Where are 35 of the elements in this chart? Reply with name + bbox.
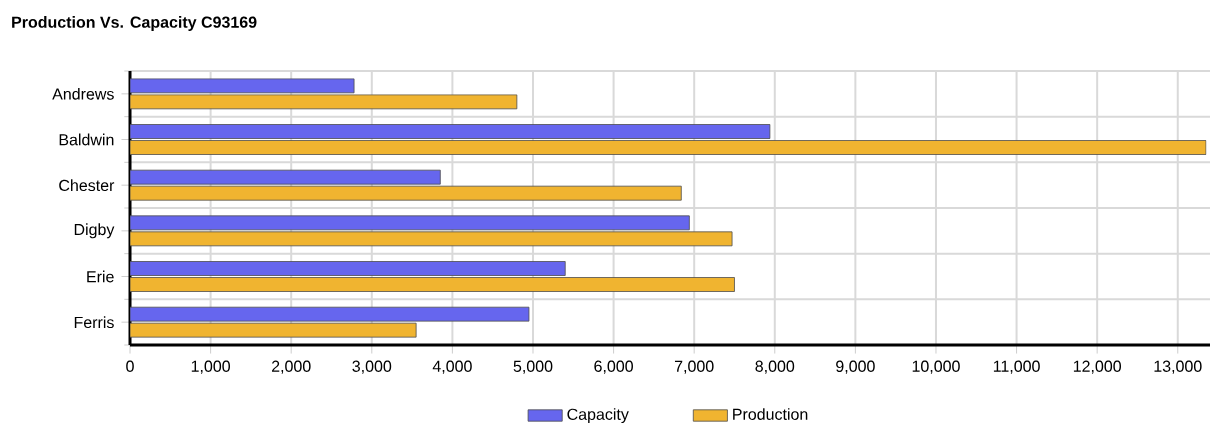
y-tick-label: Baldwin — [59, 133, 114, 146]
x-tick-label: 0 — [126, 360, 134, 372]
x-tick-label: 9,000 — [836, 360, 875, 374]
bar — [130, 215, 690, 231]
x-tick-label: 6,000 — [594, 360, 633, 374]
x-tick-label: 5,000 — [513, 360, 553, 374]
y-tick-label: Chester — [59, 179, 115, 192]
y-tick-label: Andrews — [52, 87, 114, 100]
chart-title: Production Vs. Capacity C93169 — [12, 16, 257, 31]
x-tick-label: 3,000 — [352, 360, 392, 374]
bar — [130, 185, 682, 201]
bar — [130, 231, 733, 247]
y-tick-label: Digby — [74, 223, 115, 239]
y-tick-label: Erie — [87, 270, 114, 283]
x-tick-label: 13,000 — [1154, 360, 1202, 374]
legend-label: Capacity — [567, 408, 629, 424]
bar — [130, 94, 518, 110]
x-tick-label: 2,000 — [272, 360, 311, 374]
bar — [130, 124, 771, 139]
x-tick-label: 4,000 — [432, 360, 472, 374]
bar — [130, 169, 441, 185]
x-tick-label: 12,000 — [1073, 360, 1122, 374]
x-tick-label: 1,000 — [191, 360, 230, 374]
bar — [130, 261, 566, 276]
bar — [130, 140, 1207, 155]
legend-label: Production — [733, 408, 808, 420]
bar — [130, 78, 355, 94]
x-tick-label: 7,000 — [674, 360, 714, 374]
bar — [130, 277, 735, 292]
x-tick-label: 10,000 — [912, 360, 960, 374]
bar — [130, 322, 417, 338]
x-tick-label: 8,000 — [755, 360, 795, 374]
x-tick-label: 11,000 — [993, 360, 1040, 374]
y-tick-label: Ferris — [74, 316, 114, 329]
bar — [130, 306, 530, 322]
